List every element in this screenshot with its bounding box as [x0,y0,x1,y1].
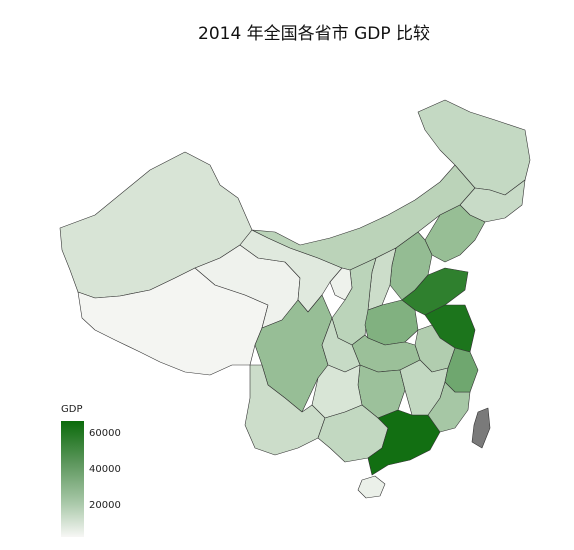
region-taiwan [471,407,491,449]
legend-tick-mark-1 [84,434,89,435]
legend-tick-mark-2 [84,470,89,471]
map-title: 2014 年全国各省市 GDP 比较 [198,24,430,44]
legend-label-40000: 40000 [89,464,121,475]
region-heilongjiang [417,99,531,196]
region-jiangxi [399,359,449,416]
region-shandong [401,267,469,316]
legend-label-60000: 60000 [89,428,121,439]
region-zhejiang [444,347,479,393]
region-henan [364,299,419,346]
region-hainan [357,475,386,499]
legend-title: GDP [61,404,83,415]
legend-tick-mark-3 [84,506,89,507]
legend-label-20000: 20000 [89,500,121,511]
region-yunnan [244,364,326,456]
region-ningxia [329,267,353,301]
legend-color-bar [61,421,84,537]
